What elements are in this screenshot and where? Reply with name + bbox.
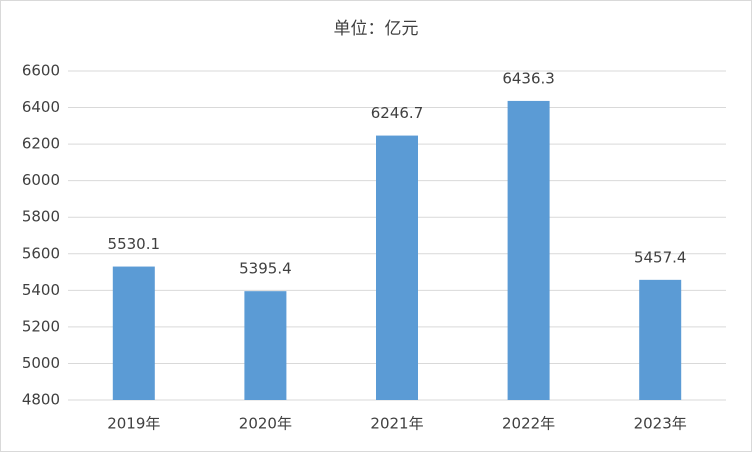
bar [507, 100, 550, 401]
bar [376, 135, 418, 401]
y-tick-label: 6600 [22, 62, 60, 80]
data-label: 6436.3 [502, 69, 555, 87]
x-tick-label: 2020年 [239, 415, 292, 433]
chart-title: 单位：亿元 [334, 19, 419, 39]
x-tick-label: 2023年 [634, 415, 687, 433]
y-tick-label: 6000 [22, 171, 60, 189]
y-tick-label: 6400 [22, 98, 60, 116]
bar [112, 266, 155, 400]
data-label: 6246.7 [371, 104, 424, 122]
bar [244, 291, 287, 400]
x-tick-label: 2021年 [370, 415, 423, 433]
y-tick-label: 5600 [22, 244, 60, 262]
x-tick-label: 2022年 [502, 415, 555, 433]
x-tick-label: 2019年 [107, 415, 160, 433]
y-tick-label: 6200 [22, 135, 60, 153]
y-tick-label: 4800 [22, 391, 60, 409]
y-tick-label: 5200 [22, 317, 60, 335]
y-tick-label: 5800 [22, 208, 60, 226]
y-tick-label: 5400 [22, 281, 60, 299]
data-label: 5530.1 [108, 235, 161, 253]
y-tick-label: 5000 [22, 354, 60, 372]
data-label: 5457.4 [634, 248, 687, 266]
bar [639, 279, 682, 400]
data-label: 5395.4 [239, 260, 292, 278]
